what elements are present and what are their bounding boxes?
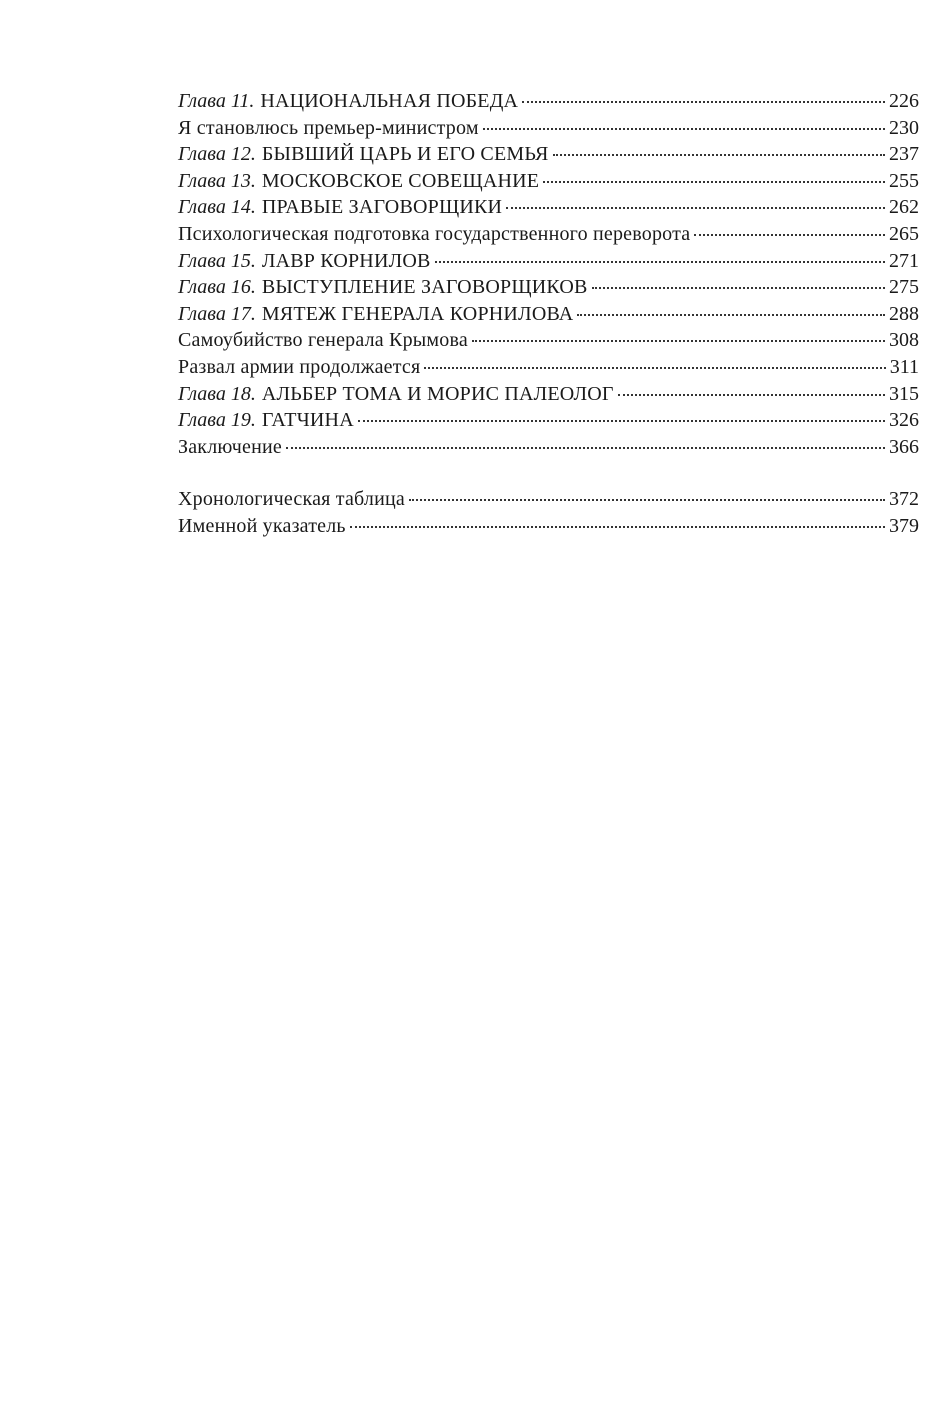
toc-entry-title: Хронологическая таблица bbox=[178, 488, 405, 511]
toc-entry-title: Психологическая подготовка государственн… bbox=[178, 222, 691, 245]
dot-leader bbox=[591, 287, 885, 290]
toc-entry: Самоубийство генерала Крымова 308 bbox=[178, 327, 919, 354]
toc-entry-label: Глава 14. ПРАВЫЕ ЗАГОВОРЩИКИ bbox=[178, 194, 502, 221]
toc-entry: Глава 17. МЯТЕЖ ГЕНЕРАЛА КОРНИЛОВА 288 bbox=[178, 301, 919, 328]
toc-entry-label: Заключение bbox=[178, 434, 282, 461]
toc-entry: Развал армии продолжается 311 bbox=[178, 354, 919, 381]
page-number: 265 bbox=[889, 222, 919, 245]
dot-leader bbox=[522, 101, 885, 103]
chapter-number: Глава 19. bbox=[178, 409, 256, 432]
chapter-number: Глава 14. bbox=[178, 196, 256, 219]
toc-entry-title: Заключение bbox=[178, 435, 282, 458]
toc-entry: Глава 18. АЛЬБЕР ТОМА И МОРИС ПАЛЕОЛОГ 315 bbox=[178, 381, 919, 408]
page-number: 372 bbox=[889, 488, 919, 511]
toc-entry-title: БЫВШИЙ ЦАРЬ И ЕГО СЕМЬЯ bbox=[261, 143, 549, 166]
toc-entry-label: Я становлюсь премьер-министром bbox=[178, 115, 479, 142]
page-number: 237 bbox=[889, 143, 919, 166]
toc-entry-title: ГАТЧИНА bbox=[261, 409, 354, 432]
toc-entry: Глава 12. БЫВШИЙ ЦАРЬ И ЕГО СЕМЬЯ 237 bbox=[178, 141, 919, 168]
dot-leader bbox=[577, 313, 885, 316]
table-of-contents: Глава 11. НАЦИОНАЛЬНАЯ ПОБЕДА 226 Я становл… bbox=[178, 88, 919, 540]
toc-entry: Хронологическая таблица 372 bbox=[178, 486, 919, 513]
page-number: 308 bbox=[889, 329, 919, 352]
toc-entry-title: НАЦИОНАЛЬНАЯ ПОБЕДА bbox=[260, 90, 519, 112]
toc-entry-title: Развал армии продолжается bbox=[178, 355, 421, 378]
toc-entry-label: Именной указатель bbox=[178, 513, 346, 540]
toc-entry-title: МЯТЕЖ ГЕНЕРАЛА КОРНИЛОВА bbox=[261, 302, 574, 325]
toc-entry: Глава 16. ВЫСТУПЛЕНИЕ ЗАГОВОРЩИКОВ 275 bbox=[178, 274, 919, 301]
toc-entry-label: Глава 18. АЛЬБЕР ТОМА И МОРИС ПАЛЕОЛОГ bbox=[178, 381, 614, 408]
page-number: 315 bbox=[889, 382, 919, 405]
toc-entry-label: Развал армии продолжается bbox=[178, 354, 420, 381]
page-number: 288 bbox=[889, 302, 919, 325]
toc-entry-label: Глава 15. ЛАВР КОРНИЛОВ bbox=[178, 248, 431, 275]
page-number: 366 bbox=[889, 435, 919, 458]
toc-entry-label: Глава 12. БЫВШИЙ ЦАРЬ И ЕГО СЕМЬЯ bbox=[178, 141, 549, 168]
toc-entry-label: Глава 16. ВЫСТУПЛЕНИЕ ЗАГОВОРЩИКОВ bbox=[178, 274, 588, 301]
toc-entry-label: Самоубийство генерала Крымова bbox=[178, 327, 468, 354]
chapter-number: Глава 11. bbox=[178, 90, 255, 112]
page-number: 326 bbox=[889, 409, 919, 432]
toc-entry-label: Глава 19. ГАТЧИНА bbox=[178, 407, 354, 434]
chapter-number: Глава 16. bbox=[178, 276, 256, 299]
toc-entry: Заключение 366 bbox=[178, 434, 919, 461]
toc-entry: Глава 11. НАЦИОНАЛЬНАЯ ПОБЕДА 226 bbox=[178, 88, 919, 115]
toc-entry-title: Самоубийство генерала Крымова bbox=[178, 329, 468, 352]
toc-entry-title: АЛЬБЕР ТОМА И МОРИС ПАЛЕОЛОГ bbox=[261, 382, 614, 405]
toc-entry-label: Глава 17. МЯТЕЖ ГЕНЕРАЛА КОРНИЛОВА bbox=[178, 301, 573, 328]
dot-leader bbox=[552, 154, 885, 157]
page-number: 271 bbox=[889, 249, 919, 272]
chapter-number: Глава 13. bbox=[178, 169, 256, 192]
page-number: 255 bbox=[889, 169, 919, 192]
toc-entry-title: МОСКОВСКОЕ СОВЕЩАНИЕ bbox=[261, 169, 540, 192]
dot-leader bbox=[349, 525, 885, 528]
chapter-number: Глава 15. bbox=[178, 249, 256, 272]
toc-entry-label: Хронологическая таблица bbox=[178, 486, 405, 513]
dot-leader bbox=[471, 340, 885, 343]
dot-leader bbox=[286, 446, 885, 449]
toc-entry: Глава 14. ПРАВЫЕ ЗАГОВОРЩИКИ 262 bbox=[178, 194, 919, 221]
toc-entry-title: Именной указатель bbox=[178, 514, 346, 537]
page-number: 262 bbox=[889, 196, 919, 219]
toc-entry: Глава 15. ЛАВР КОРНИЛОВ 271 bbox=[178, 248, 919, 275]
toc-entry-label: Психологическая подготовка государственн… bbox=[178, 221, 690, 248]
toc-entry-title: ПРАВЫЕ ЗАГОВОРЩИКИ bbox=[261, 196, 503, 219]
toc-entry-label: Глава 13. МОСКОВСКОЕ СОВЕЩАНИЕ bbox=[178, 168, 539, 195]
dot-leader bbox=[434, 260, 885, 263]
chapter-number: Глава 18. bbox=[178, 382, 256, 405]
dot-leader bbox=[482, 127, 885, 130]
dot-leader bbox=[543, 180, 885, 183]
toc-entry: Я становлюсь премьер-министром 230 bbox=[178, 115, 919, 142]
dot-leader bbox=[617, 393, 885, 396]
toc-entry: Глава 13. МОСКОВСКОЕ СОВЕЩАНИЕ 255 bbox=[178, 168, 919, 195]
toc-entry-title: ЛАВР КОРНИЛОВ bbox=[261, 249, 431, 272]
page-number: 226 bbox=[889, 90, 919, 112]
page-number: 379 bbox=[889, 514, 919, 537]
dot-leader bbox=[408, 499, 885, 502]
dot-leader bbox=[506, 207, 885, 210]
toc-entry-label: Глава 11. НАЦИОНАЛЬНАЯ ПОБЕДА bbox=[178, 88, 518, 115]
toc-entry: Глава 19. ГАТЧИНА 326 bbox=[178, 407, 919, 434]
dot-leader bbox=[424, 366, 886, 369]
toc-entry: Психологическая подготовка государственн… bbox=[178, 221, 919, 248]
toc-entry-title: ВЫСТУПЛЕНИЕ ЗАГОВОРЩИКОВ bbox=[261, 276, 588, 299]
toc-entry: Именной указатель 379 bbox=[178, 513, 919, 540]
dot-leader bbox=[357, 420, 885, 423]
chapter-number: Глава 17. bbox=[178, 302, 256, 325]
toc-entry-title: Я становлюсь премьер-министром bbox=[178, 116, 479, 139]
page-number: 230 bbox=[889, 116, 919, 139]
page-number: 311 bbox=[889, 355, 919, 378]
page-number: 275 bbox=[889, 276, 919, 299]
chapter-number: Глава 12. bbox=[178, 143, 256, 166]
dot-leader bbox=[694, 233, 885, 236]
